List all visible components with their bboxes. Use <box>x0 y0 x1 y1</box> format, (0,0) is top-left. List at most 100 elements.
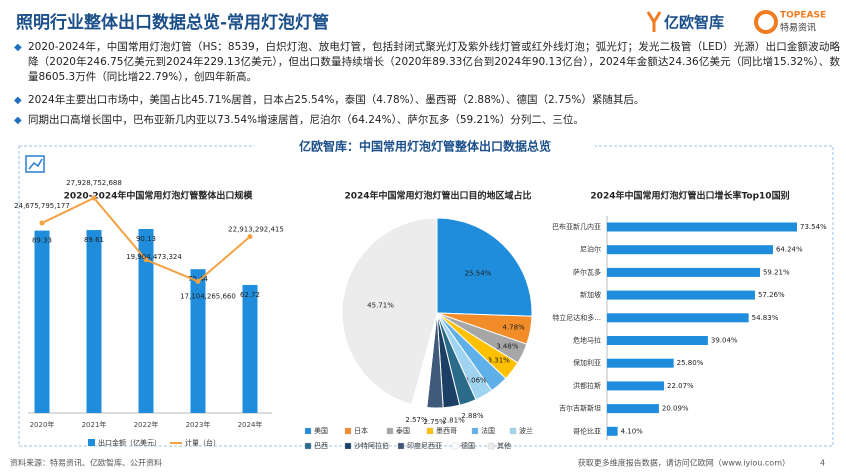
logo-text: TOPEASE <box>780 11 826 21</box>
y-tick-label: 哥伦比亚 <box>573 426 601 435</box>
legend-label: 出口金额（亿美元） <box>98 438 161 447</box>
legend-label: 墨西哥 <box>436 427 457 435</box>
bar-value-label: 22.07% <box>667 382 694 390</box>
y-tick-label: 洪都拉斯 <box>573 381 601 390</box>
legend-swatch <box>386 427 394 435</box>
bar <box>607 222 797 232</box>
legend-label: 美国 <box>314 426 328 435</box>
legend-label: 泰国 <box>396 426 410 435</box>
legend-label: 德国 <box>461 441 475 450</box>
bar-value-label: 4.10% <box>621 427 644 435</box>
bar-value-label: 89.61 <box>84 236 104 244</box>
bullet: 2020-2024年，中国常用灯泡灯管（HS：8539，白炽灯泡、放电灯管，包括… <box>14 40 840 85</box>
bar-value-label: 90.13 <box>136 235 156 243</box>
chart-title: 2020-2024年中国常用灯泡灯管整体出口规模 <box>64 190 254 202</box>
bullet: 同期出口高增长国中，巴布亚新几内亚以73.54%增速居首，尼泊尔（64.24%）… <box>14 113 840 128</box>
bar-value-label: 54.83% <box>752 314 779 322</box>
bar-value-label: 73.54% <box>800 223 827 231</box>
bar-value-label: 62.72 <box>240 291 260 299</box>
line-value-label: 24,675,795,177 <box>14 202 70 210</box>
y-tick-label: 尼泊尔 <box>580 245 601 254</box>
bar <box>607 290 755 300</box>
legend-swatch <box>487 442 495 450</box>
y-tick-label: 特立尼达和多... <box>552 313 601 322</box>
legend-swatch <box>509 427 517 435</box>
x-tick-label: 2022年 <box>134 420 159 429</box>
line-value-label: 19,904,473,324 <box>126 253 182 261</box>
legend-label: 沙特阿拉伯 <box>354 441 389 450</box>
panel-title: 亿欧智库：中国常用灯泡灯管整体出口数据总览 <box>299 139 551 154</box>
line-value-label: 22,913,292,415 <box>228 226 284 234</box>
bar <box>138 229 154 413</box>
pie-label: 25.54% <box>465 269 492 277</box>
bar <box>607 381 665 391</box>
panel-icon <box>25 155 45 173</box>
chart-title: 2024年中国常用灯泡灯管出口增长率Top10国别 <box>590 190 789 202</box>
bar <box>607 245 773 255</box>
bar <box>86 230 102 413</box>
logo-text: 亿欧智库 <box>664 14 724 32</box>
pie-slice <box>436 217 533 317</box>
line-point <box>39 220 45 226</box>
bar <box>607 267 760 277</box>
y-tick-label: 新加坡 <box>580 290 601 299</box>
legend-label: 计量（台） <box>185 438 220 447</box>
legend-label: 其他 <box>497 441 511 450</box>
pie-label: 45.71% <box>367 301 394 309</box>
legend-swatch <box>397 442 405 450</box>
bar <box>607 358 674 368</box>
bar-value-label: 39.04% <box>711 337 738 345</box>
footer-link[interactable]: 获取更多维度报告数据，请访问亿欧网（www.iyiou.com） <box>578 458 790 468</box>
pie-label: 4.78% <box>502 323 525 331</box>
legend-swatch <box>304 442 312 450</box>
legend-swatch <box>344 442 352 450</box>
bar-value-label: 20.09% <box>662 405 689 413</box>
line-value-label: 17,104,265,660 <box>180 292 236 300</box>
page-title: 照明行业整体出口数据总览-常用灯泡灯管 <box>16 13 330 33</box>
line-point <box>143 257 149 263</box>
legend-swatch <box>344 427 352 435</box>
y-tick-label: 巴布亚新几内亚 <box>552 222 601 231</box>
bar <box>34 230 50 413</box>
bar <box>190 269 206 413</box>
bar-value-label: 57.26% <box>758 291 785 299</box>
pie-label: 2.75% <box>424 418 447 426</box>
legend-swatch <box>471 427 479 435</box>
y-tick-label: 保加利亚 <box>573 358 601 367</box>
x-tick-label: 2021年 <box>82 420 107 429</box>
legend-swatch <box>426 427 434 435</box>
legend-label: 巴西 <box>314 442 328 450</box>
footer-source: 资料来源：特易资讯、亿欧智库、公开资料 <box>10 458 162 468</box>
bar <box>607 336 708 345</box>
legend-label: 印度尼西亚 <box>407 441 442 450</box>
y-tick-label: 萨尔瓦多 <box>573 267 601 276</box>
bar <box>607 313 749 323</box>
bar-value-label: 64.24% <box>776 246 803 254</box>
x-tick-label: 2024年 <box>238 420 263 429</box>
bar <box>607 404 659 414</box>
bar <box>607 426 618 436</box>
legend-swatch <box>451 442 459 450</box>
page-number: 4 <box>820 459 825 468</box>
pie-label: 2.57% <box>405 416 428 424</box>
logo-text: 特易资讯 <box>780 22 816 34</box>
bar-value-label: 25.80% <box>677 359 704 367</box>
pie-label: 3.06% <box>464 377 487 385</box>
pie-label: 2.88% <box>461 412 484 420</box>
y-tick-label: 吉尔吉斯斯坦 <box>559 404 601 413</box>
bar-value-label: 59.21% <box>763 268 790 276</box>
x-tick-label: 2020年 <box>30 420 55 429</box>
legend-label: 波兰 <box>519 426 533 435</box>
legend-swatch <box>88 439 95 446</box>
x-tick-label: 2023年 <box>186 420 211 429</box>
line-value-label: 27,928,752,688 <box>66 179 122 187</box>
bar <box>242 284 258 413</box>
line-point <box>91 195 97 201</box>
pie-label: 2.81% <box>442 417 465 425</box>
pie-label: 3.31% <box>488 357 511 365</box>
bullet: 2024年主要出口市场中，美国占比45.71%居首，日本占25.54%，泰国（4… <box>14 93 840 108</box>
logo: 亿欧智库 TOPEASE 特易资讯 <box>646 10 826 34</box>
legend-label: 日本 <box>354 426 368 435</box>
